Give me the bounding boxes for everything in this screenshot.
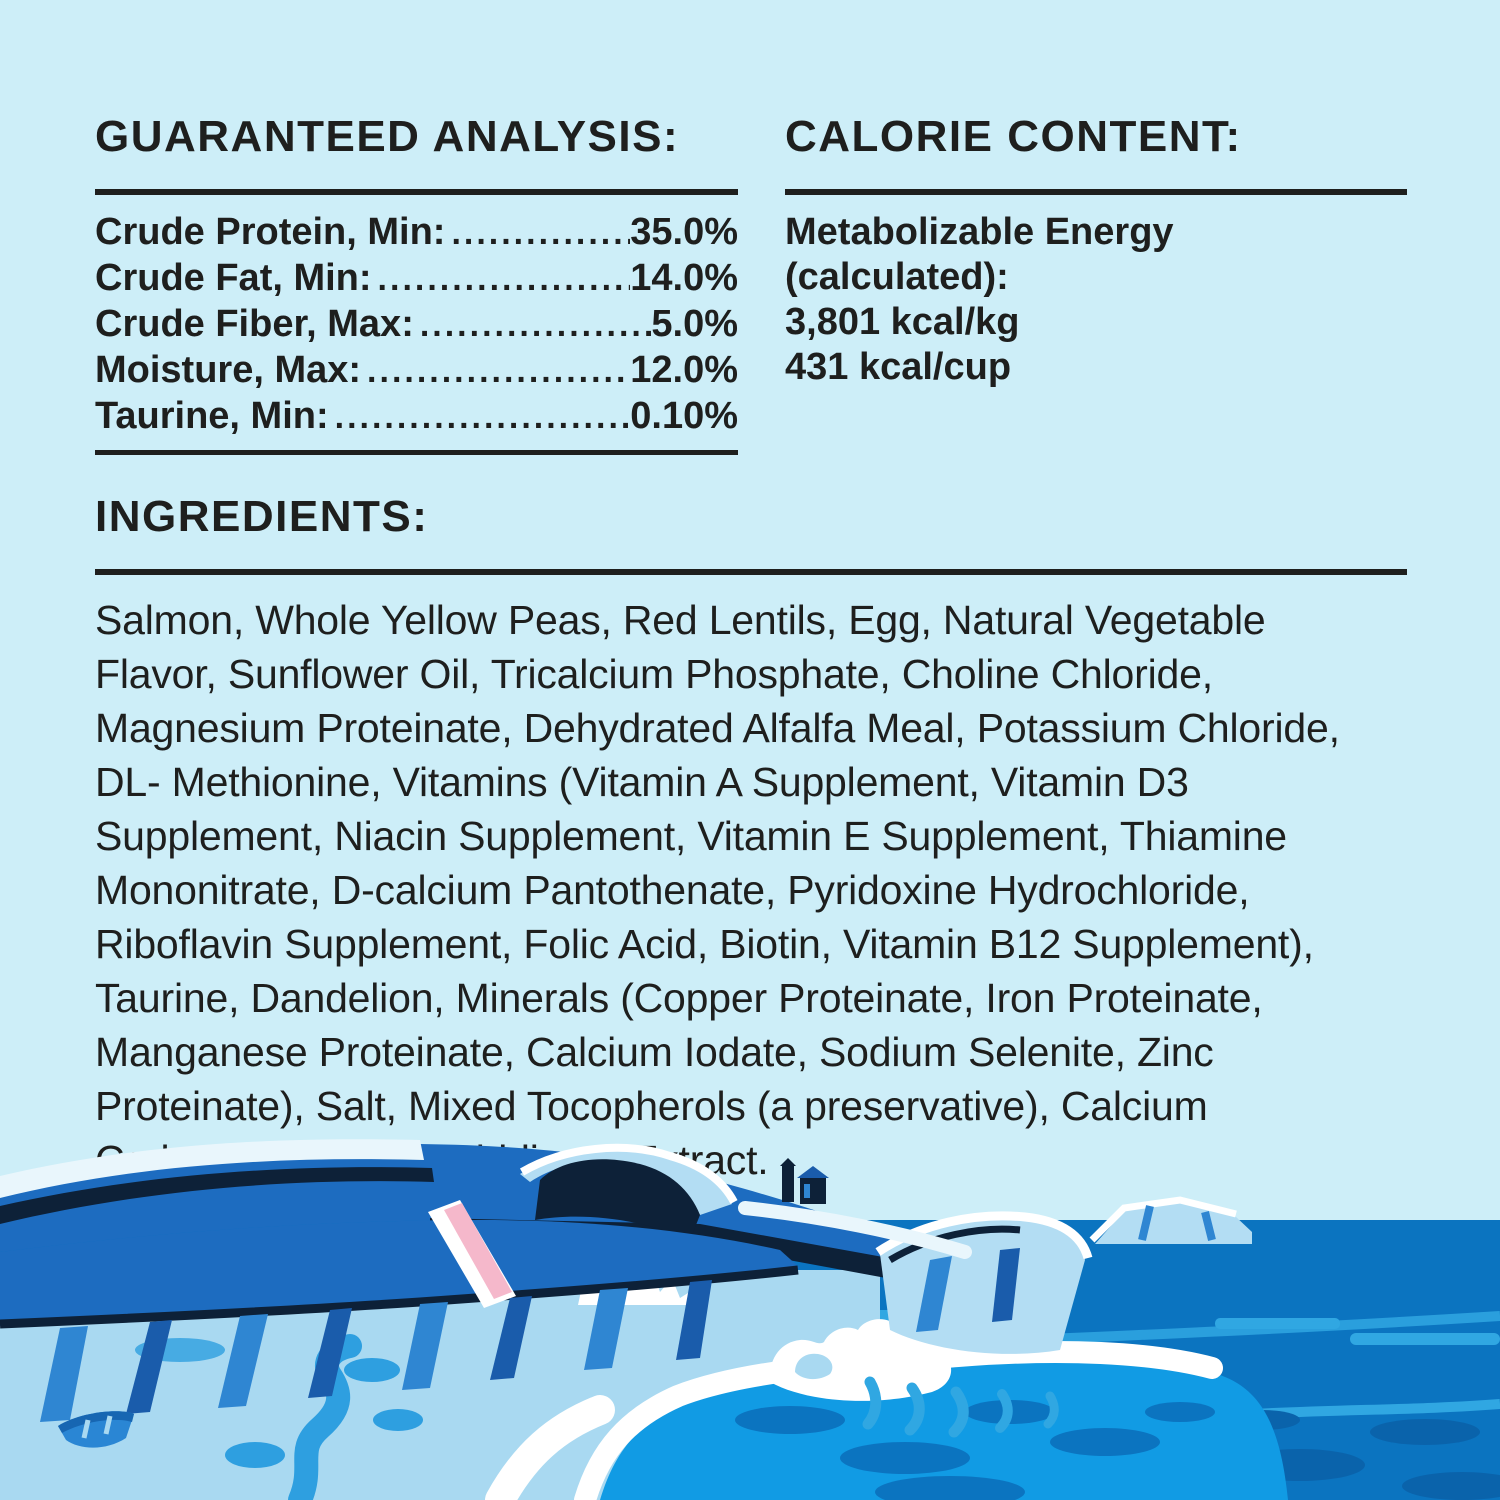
row-value: 35.0% [630,210,738,253]
ingredients-title: INGREDIENTS: [95,492,429,542]
guaranteed-analysis-section: GUARANTEED ANALYSIS: Crude Protein, Min:… [95,86,738,455]
dot-leader: ........................................… [334,397,631,436]
calorie-content-title: CALORIE CONTENT: [785,112,1242,162]
rowboat-icon [58,1411,134,1448]
calorie-line: (calculated): [785,255,1009,298]
table-row: Crude Fiber, Max: ......................… [95,302,738,348]
divider [95,188,738,195]
row-label: Taurine, Min: [95,394,329,437]
divider [95,568,1407,575]
ingredients-text: Salmon, Whole Yellow Peas, Red Lentils, … [95,596,1340,1183]
coastal-illustration [0,1120,1500,1500]
far-cliff [1089,1196,1252,1244]
calorie-line: 431 kcal/cup [785,345,1012,388]
wave-crest-foam [769,1315,1059,1438]
divider [785,188,1407,195]
table-row: Moisture, Max: .........................… [95,348,738,394]
cove-water [600,1356,1288,1500]
dot-leader: ........................................… [419,305,652,344]
cliff-top-buildings [780,1158,829,1204]
calorie-content-section: CALORIE CONTENT: Metabolizable Energy (c… [785,86,1407,390]
row-label: Crude Fat, Min: [95,256,372,299]
guaranteed-analysis-title: GUARANTEED ANALYSIS: [95,112,680,162]
dot-leader: ........................................… [377,259,631,298]
snow-cap [0,1139,424,1198]
row-label: Crude Fiber, Max: [95,302,414,345]
calorie-line: Metabolizable Energy [785,210,1174,253]
table-row: Taurine, Min: ..........................… [95,394,738,440]
row-label: Moisture, Max: [95,348,362,391]
ingredients-section: INGREDIENTS: Salmon, Whole Yellow Peas, … [95,466,1407,1187]
dot-leader: ........................................… [367,351,630,390]
dot-leader: ........................................… [451,213,630,252]
cave [535,1159,700,1240]
calorie-content-body: Metabolizable Energy (calculated): 3,801… [785,210,1407,390]
guaranteed-analysis-table: Crude Protein, Min: ....................… [95,210,738,440]
row-value: 12.0% [630,348,738,391]
calorie-line: 3,801 kcal/kg [785,300,1020,343]
row-value: 0.10% [630,394,738,437]
row-label: Crude Protein, Min: [95,210,446,253]
pink-cliff-stripe [428,1200,516,1308]
coastal-cliffs [0,1139,1093,1422]
cliff-ridge [520,1150,732,1215]
divider [95,449,738,455]
table-row: Crude Protein, Min: ....................… [95,210,738,256]
row-value: 14.0% [630,256,738,299]
row-value: 5.0% [651,302,738,345]
table-row: Crude Fat, Min: ........................… [95,256,738,302]
